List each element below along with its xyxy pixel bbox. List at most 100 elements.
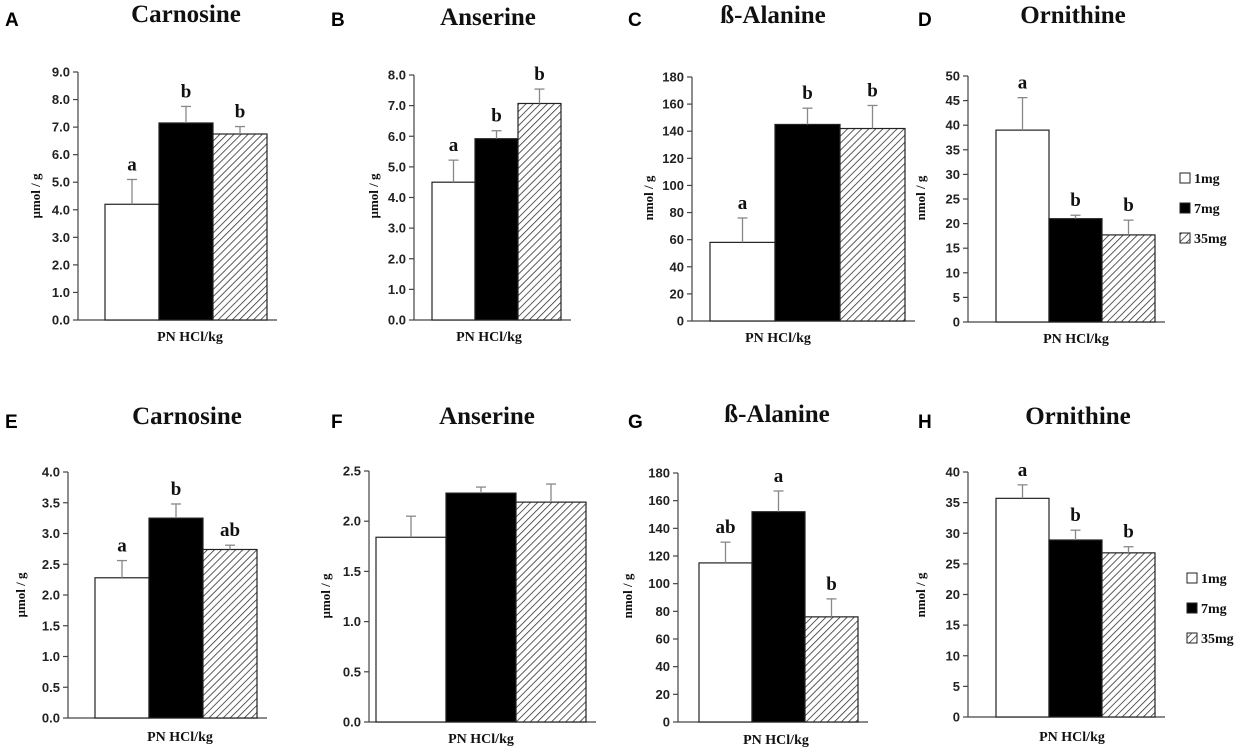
- y-axis-label: µmol / g: [366, 173, 381, 219]
- y-tick-label: 3.0: [52, 230, 70, 245]
- y-tick-label: 1.5: [42, 618, 60, 633]
- y-axis-label: µmol / g: [318, 573, 333, 619]
- significance-label: ab: [220, 520, 240, 541]
- bar-35mg: [202, 548, 258, 719]
- chart-panel-b: B Anserine 0.0 1.0 2.0 3.0 4.0 5.0 6.0 7.0 8.0 µmol…: [331, 4, 571, 345]
- y-tick-label: 40: [656, 659, 670, 674]
- x-axis-label: PN HCl/kg: [743, 733, 809, 748]
- y-tick-label: 40: [946, 465, 960, 480]
- legend-swatch-1mg: [1186, 572, 1198, 584]
- bar-7mg: [474, 138, 519, 321]
- y-tick-label: 4.0: [388, 190, 406, 205]
- bar-1mg: [94, 577, 150, 719]
- y-tick-label: 5.0: [388, 159, 406, 174]
- y-tick-label: 0.5: [343, 664, 361, 679]
- y-tick-label: 0.0: [52, 313, 70, 328]
- chart-panel-f: F Anserine 0.0 0.5 1.0 1.5 2.0 2.5 µmol / g PN HC…: [318, 403, 596, 747]
- y-tick-label: 2.0: [52, 257, 70, 272]
- bar-1mg: [375, 536, 447, 723]
- y-tick-label: 3.0: [388, 221, 406, 236]
- y-tick-label: 8.0: [388, 68, 406, 83]
- chart-title: Anserine: [439, 403, 535, 430]
- chart-panels: A Carnosine 0.0 1.0 2.0 3.0 4.0 5.0 6.0 7.0 8.0 9.0…: [5, 1, 1165, 748]
- panel-letter: F: [331, 412, 343, 433]
- y-tick-label: 120: [648, 549, 670, 564]
- significance-label: a: [774, 466, 784, 487]
- y-tick-label: 25: [946, 192, 960, 207]
- chart-panel-h: H Ornithine 0 5 10 15 20 25 30 35 40 nmol / g PN HCl…: [913, 403, 1165, 745]
- legend-label: 7mg: [1194, 202, 1220, 217]
- bar-7mg: [1048, 539, 1103, 718]
- panel-letter: B: [331, 10, 345, 31]
- y-axis-label: nmol / g: [913, 175, 928, 220]
- y-tick-label: 5.0: [52, 175, 70, 190]
- y-tick-label: 20: [946, 587, 960, 602]
- y-tick-label: 100: [648, 576, 670, 591]
- bar-35mg: [517, 102, 562, 321]
- legend-swatch-35mg: [1179, 232, 1191, 244]
- y-tick-label: 60: [656, 632, 670, 647]
- legend-label: 1mg: [1194, 172, 1220, 187]
- bar-35mg: [1101, 552, 1156, 718]
- chart-panel-a: A Carnosine 0.0 1.0 2.0 3.0 4.0 5.0 6.0 7.0 8.0 9.0…: [5, 1, 277, 345]
- y-tick-label: 80: [656, 604, 670, 619]
- legend-swatch-1mg: [1179, 172, 1191, 184]
- y-tick-label: 100: [662, 178, 684, 193]
- legend-swatch-7mg: [1186, 602, 1198, 614]
- x-axis-label: PN HCl/kg: [456, 330, 522, 345]
- significance-label: b: [1070, 505, 1081, 526]
- legends: 1mg 7mg 35mg 1mg 7mg 35mg: [1179, 172, 1234, 647]
- y-tick-label: 8.0: [52, 92, 70, 107]
- y-tick-label: 20: [656, 687, 670, 702]
- bar-7mg: [158, 122, 214, 321]
- y-tick-label: 30: [946, 167, 960, 182]
- y-tick-label: 5: [953, 290, 960, 305]
- y-tick-label: 1.0: [343, 614, 361, 629]
- significance-label: ab: [715, 517, 735, 538]
- legend-label: 7mg: [1201, 602, 1227, 617]
- significance-label: a: [117, 536, 127, 557]
- chart-title: Ornithine: [1025, 403, 1131, 430]
- bar-7mg: [751, 511, 806, 723]
- y-tick-label: 2.5: [343, 464, 361, 479]
- y-tick-label: 5: [953, 679, 960, 694]
- x-axis-label: PN HCl/kg: [448, 732, 514, 747]
- significance-label: b: [1123, 522, 1134, 543]
- y-tick-label: 0: [953, 315, 960, 330]
- x-axis-label: PN HCl/kg: [1039, 730, 1105, 745]
- bar-1mg: [995, 497, 1050, 718]
- y-tick-label: 1.0: [52, 285, 70, 300]
- y-tick-label: 120: [662, 151, 684, 166]
- significance-label: b: [171, 479, 182, 500]
- chart-panel-d: D Ornithine 0 5 10 15 20 25 30 35 40 45 50 nmol / g PN…: [913, 2, 1165, 347]
- y-axis-label: nmol / g: [620, 573, 635, 618]
- bar-35mg: [1101, 234, 1156, 323]
- bar-35mg: [804, 616, 859, 723]
- y-axis-label: nmol / g: [641, 175, 656, 220]
- y-tick-label: 140: [648, 521, 670, 536]
- bar-1mg: [698, 562, 753, 723]
- legend-label: 35mg: [1201, 632, 1234, 647]
- significance-label: a: [127, 154, 137, 175]
- legend-swatch-35mg: [1186, 632, 1198, 644]
- x-axis-label: PN HCl/kg: [157, 330, 223, 345]
- y-tick-label: 7.0: [388, 98, 406, 113]
- significance-label: b: [534, 64, 545, 85]
- y-axis-label: µmol / g: [13, 572, 28, 618]
- y-axis-label: µmol / g: [28, 173, 43, 219]
- significance-label: b: [235, 102, 246, 123]
- x-axis-label: PN HCl/kg: [745, 331, 811, 346]
- chart-title: Anserine: [440, 4, 536, 31]
- y-tick-label: 2.0: [388, 251, 406, 266]
- significance-label: a: [738, 193, 748, 214]
- bar-35mg: [515, 501, 587, 723]
- y-tick-label: 20: [946, 216, 960, 231]
- bar-7mg: [774, 123, 841, 322]
- y-tick-label: 6.0: [52, 147, 70, 162]
- bar-7mg: [1048, 218, 1103, 323]
- significance-label: b: [1070, 190, 1081, 211]
- bar-1mg: [431, 181, 476, 321]
- y-tick-label: 160: [662, 97, 684, 112]
